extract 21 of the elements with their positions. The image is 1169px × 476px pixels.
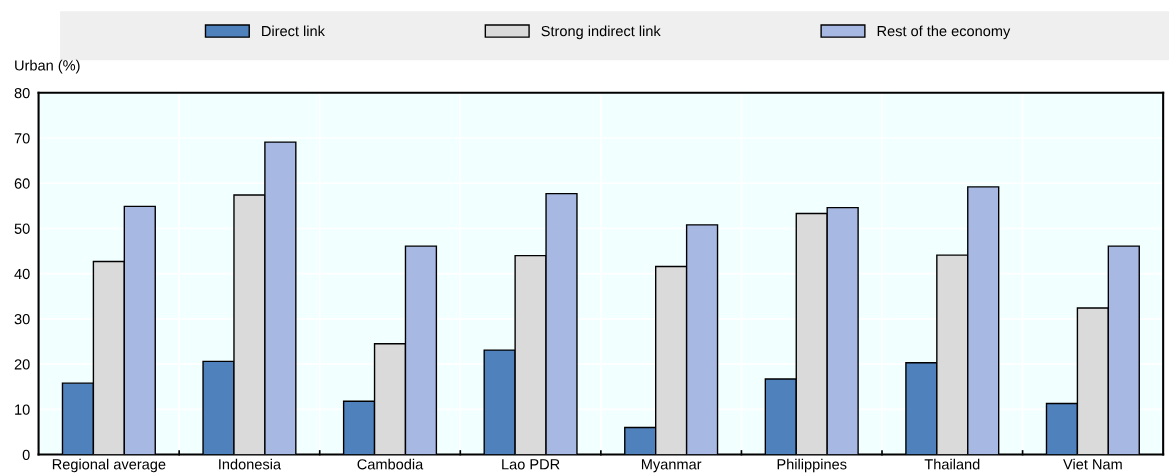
x-tick-label: Lao PDR	[502, 459, 560, 470]
y-tick-label: 80	[14, 87, 30, 99]
y-tick-label: 40	[14, 268, 30, 280]
y-tick-label: 70	[14, 133, 30, 144]
x-tick-label: Myanmar	[641, 459, 702, 473]
legend-label: Direct link	[262, 25, 325, 37]
x-tick-label: Regional average	[52, 458, 166, 473]
y-tick-label: 0	[22, 449, 30, 461]
x-tick-label: Indonesia	[219, 458, 282, 470]
legend-label: Rest of the economy	[877, 25, 1011, 40]
y-tick-label: 10	[15, 404, 30, 415]
y-tick-label: 60	[14, 178, 30, 189]
y-tick-label: 20	[14, 359, 30, 370]
x-tick-label: Thailand	[924, 458, 980, 470]
y-tick-label: 30	[14, 314, 30, 325]
y-axis-title: Urban (%)	[15, 59, 80, 74]
y-tick-label: 50	[14, 223, 30, 234]
x-tick-label: Cambodia	[357, 458, 424, 470]
x-tick-label: Viet Nam	[1063, 458, 1122, 470]
legend-label: Strong indirect link	[541, 25, 661, 40]
x-tick-label: Philippines	[777, 458, 847, 473]
